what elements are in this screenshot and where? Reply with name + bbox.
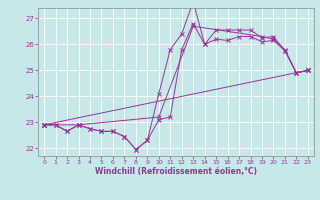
- X-axis label: Windchill (Refroidissement éolien,°C): Windchill (Refroidissement éolien,°C): [95, 167, 257, 176]
